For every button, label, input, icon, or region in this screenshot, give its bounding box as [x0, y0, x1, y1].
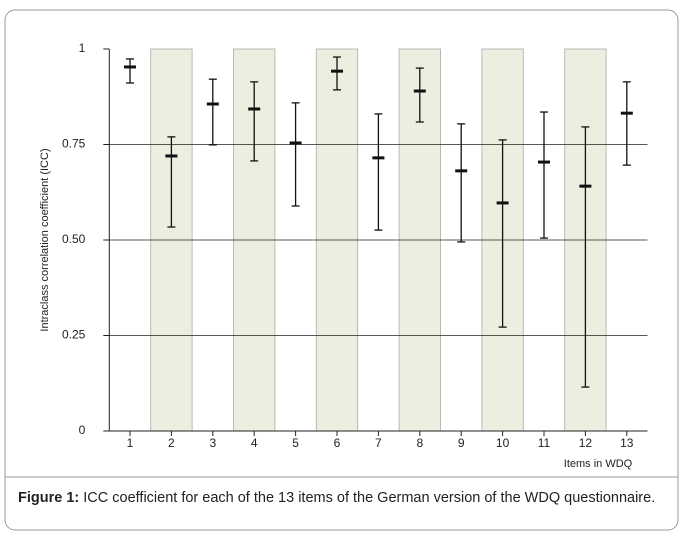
figure-frame	[4, 9, 679, 531]
x-tick-label: 10	[496, 436, 510, 450]
caption-label: Figure 1:	[18, 490, 80, 506]
x-tick-label: 3	[209, 436, 216, 450]
x-tick-label: 13	[620, 436, 634, 450]
y-axis-label: Intraclass correlation coefficient (ICC)	[39, 148, 51, 331]
x-axis-label: Items in WDQ	[564, 458, 633, 470]
x-tick-label: 12	[579, 436, 593, 450]
x-tick-label: 11	[538, 436, 551, 450]
x-tick-label: 1	[127, 436, 134, 450]
x-tick-label: 5	[292, 436, 299, 450]
y-tick-label: 0	[79, 423, 86, 437]
x-tick-label: 2	[168, 436, 175, 450]
y-tick-label: 0.50	[62, 232, 86, 246]
x-tick-label: 9	[458, 436, 465, 450]
y-tick-label: 1	[79, 41, 86, 55]
y-tick-label: 0.75	[62, 137, 86, 151]
x-tick-label: 8	[416, 436, 423, 450]
x-tick-label: 6	[334, 436, 341, 450]
caption-text: ICC coefficient for each of the 13 items…	[83, 490, 656, 506]
caption: Figure 1: ICC coefficient for each of th…	[18, 489, 668, 508]
y-tick-label: 0.25	[62, 328, 86, 342]
x-tick-label: 4	[251, 436, 258, 450]
x-tick-label: 7	[375, 436, 382, 450]
